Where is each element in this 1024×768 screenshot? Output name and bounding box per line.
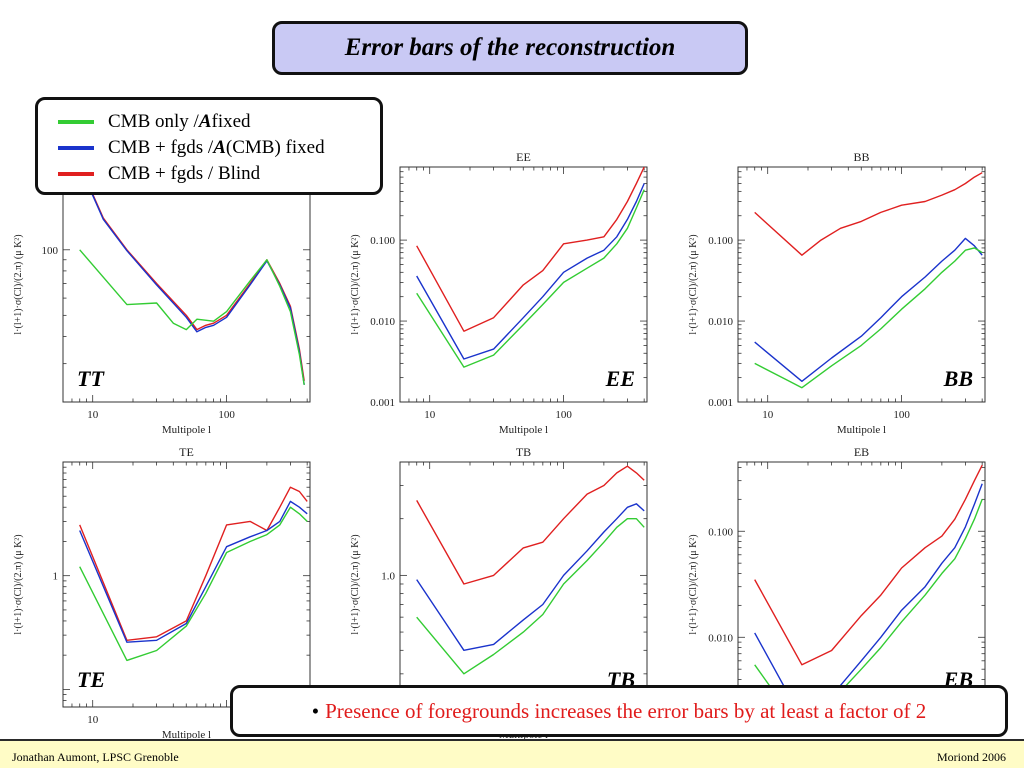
legend-swatch-cmb-fgds-blind	[58, 172, 94, 176]
y-axis-label-te: l·(l+1)·σ(Cl)/(2.π) (μ K²)	[13, 534, 24, 634]
y-tick-label-tt: 100	[42, 245, 59, 257]
legend-label-suffix: fixed	[211, 111, 251, 132]
y-tick-label-bb: 0.100	[708, 235, 733, 247]
y-tick-label-tb: 1.0	[381, 570, 395, 582]
y-tick-label-eb: 0.100	[708, 526, 733, 538]
legend-box: CMB only / A fixed CMB + fgds / A (CMB) f…	[35, 97, 383, 195]
footer-conference: Moriond 2006	[937, 750, 1006, 764]
plot-frame-eb	[737, 461, 986, 708]
legend-swatch-cmb-only	[58, 120, 94, 124]
legend-label-emph: A	[213, 137, 226, 158]
footer-bar: Jonathan Aumont, LPSC Grenoble Moriond 2…	[0, 739, 1024, 768]
y-axis-label-tb: l·(l+1)·σ(Cl)/(2.π) (μ K²)	[350, 534, 361, 634]
legend-label-emph: A	[198, 111, 212, 132]
panel-label-ee: EE	[605, 366, 635, 391]
series-line-te-2	[79, 506, 308, 662]
conclusion-note-box: • Presence of foregrounds increases the …	[230, 685, 1008, 737]
slide-title-box: Error bars of the reconstruction	[272, 21, 748, 75]
legend-label-suffix: (CMB) fixed	[225, 137, 325, 158]
series-line-tt-2	[79, 249, 305, 385]
series-line-tb-1	[416, 503, 645, 651]
x-tick-label-tt: 100	[218, 409, 235, 421]
y-tick-label-ee: 0.001	[370, 397, 395, 409]
panel-label-tt: TT	[77, 366, 105, 391]
series-line-tb-2	[416, 518, 645, 675]
legend-item-cmb-only: CMB only / A fixed	[58, 110, 251, 134]
series-line-bb-0	[754, 172, 983, 256]
x-axis-label-bb: Multipole l	[837, 424, 886, 436]
series-line-te-0	[79, 486, 308, 641]
legend-label-prefix: CMB + fgds / Blind	[108, 163, 261, 184]
plot-title-te: TE	[179, 445, 194, 459]
slide-title: Error bars of the reconstruction	[344, 34, 676, 61]
panel-label-te: TE	[77, 667, 105, 692]
footer-author: Jonathan Aumont, LPSC Grenoble	[12, 750, 179, 764]
y-tick-label-bb: 0.001	[708, 397, 733, 409]
series-line-eb-0	[754, 464, 983, 666]
series-line-tb-0	[416, 465, 645, 585]
x-tick-label-bb: 100	[893, 409, 910, 421]
plot-title-ee: EE	[516, 150, 531, 164]
y-tick-label-te: 1	[53, 571, 59, 583]
y-tick-label-eb: 0.010	[708, 632, 733, 644]
series-line-tt-1	[79, 167, 305, 385]
panel-label-bb: BB	[943, 366, 973, 391]
y-axis-label-eb: l·(l+1)·σ(Cl)/(2.π) (μ K²)	[688, 534, 699, 634]
legend-swatch-cmb-fgds-fixed	[58, 146, 94, 150]
legend-item-cmb-fgds-fixed: CMB + fgds / A (CMB) fixed	[58, 136, 325, 160]
y-axis-label-ee: l·(l+1)·σ(Cl)/(2.π) (μ K²)	[350, 234, 361, 334]
series-line-ee-0	[416, 167, 645, 332]
legend-label-prefix: CMB only /	[108, 111, 199, 132]
series-line-te-1	[79, 500, 308, 643]
x-tick-label-ee: 100	[555, 409, 572, 421]
y-tick-label-ee: 0.010	[370, 316, 395, 328]
y-axis-label-bb: l·(l+1)·σ(Cl)/(2.π) (μ K²)	[688, 234, 699, 334]
x-tick-label-bb: 10	[762, 409, 774, 421]
legend-label-prefix: CMB + fgds /	[108, 137, 214, 158]
plot-title-tb: TB	[516, 445, 531, 459]
y-axis-label-tt: l·(l+1)·σ(Cl)/(2.π) (μ K²)	[13, 234, 24, 334]
x-axis-label-tt: Multipole l	[162, 424, 211, 436]
legend-item-cmb-fgds-blind: CMB + fgds / Blind	[58, 162, 260, 186]
conclusion-note: Presence of foregrounds increases the er…	[325, 698, 927, 723]
y-tick-label-ee: 0.100	[370, 235, 395, 247]
x-axis-label-ee: Multipole l	[499, 424, 548, 436]
x-tick-label-te: 10	[87, 714, 99, 726]
plot-title-bb: BB	[853, 150, 869, 164]
note-bullet: •	[311, 698, 320, 723]
series-line-bb-2	[754, 247, 983, 389]
plot-title-eb: EB	[854, 445, 869, 459]
x-axis-label-te: Multipole l	[162, 729, 211, 740]
y-tick-label-bb: 0.010	[708, 316, 733, 328]
plots-canvas: 10 100 100 Multipole l l·(l+1)·σ(Cl)/(2.π) (…	[13, 150, 986, 740]
series-line-bb-1	[754, 237, 983, 382]
series-line-ee-1	[416, 183, 645, 360]
series-line-ee-2	[416, 189, 645, 368]
x-tick-label-tt: 10	[87, 409, 99, 421]
x-tick-label-ee: 10	[424, 409, 436, 421]
